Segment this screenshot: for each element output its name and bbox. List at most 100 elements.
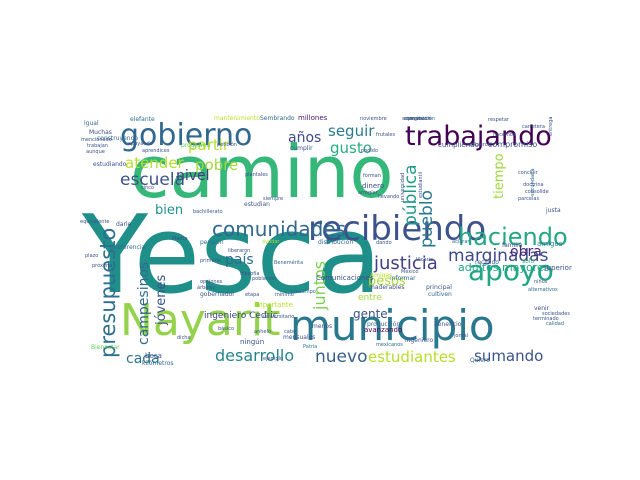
cloud-word: programa — [181, 142, 211, 149]
cloud-word: hacemos — [493, 132, 516, 138]
cloud-word: universitario — [263, 314, 294, 320]
cloud-word: beneficio — [434, 321, 462, 328]
cloud-word: avanzando — [364, 326, 402, 334]
cloud-word: siempre — [263, 196, 283, 202]
cloud-word: aclarar — [452, 239, 470, 245]
cloud-word: gente — [353, 307, 388, 321]
cloud-word: liberaron — [228, 248, 250, 254]
cloud-word: ningún — [240, 338, 264, 346]
cloud-word: mensuales — [283, 334, 315, 341]
cloud-word: mexicanos — [376, 342, 403, 348]
cloud-word: inicial — [326, 235, 341, 241]
cloud-word: plantales — [245, 172, 268, 178]
cloud-word: informar — [390, 275, 416, 282]
cloud-word: menos — [312, 323, 332, 330]
cloud-word: llevando — [378, 194, 399, 200]
cloud-word: Patria — [303, 344, 317, 350]
cloud-word: beca — [145, 352, 162, 360]
cloud-word: concluir — [518, 170, 539, 176]
cloud-word: cumplir — [290, 145, 313, 152]
cloud-word: pensión — [200, 239, 224, 246]
cloud-word: adultos mayores — [458, 261, 550, 274]
cloud-word: recibido — [475, 259, 499, 266]
cloud-word: pobre — [195, 156, 238, 174]
cloud-word: apoyando — [128, 141, 153, 147]
cloud-word: escuela — [120, 170, 185, 190]
cloud-word: estudiando — [93, 161, 127, 168]
cloud-word: árboles — [197, 284, 216, 291]
cloud-word: pública — [401, 164, 421, 226]
cloud-word: podido — [361, 148, 378, 154]
cloud-word: maderables — [369, 284, 404, 291]
cloud-word: amigos — [537, 240, 563, 248]
cloud-word: camino — [130, 130, 394, 214]
cloud-word: recibiendo — [308, 209, 486, 249]
cloud-word: apoyo — [468, 254, 554, 287]
cloud-word: pesos — [368, 274, 406, 289]
cloud-word: cumpliendo — [438, 141, 479, 149]
cloud-word: elefante — [130, 116, 155, 123]
cloud-word: partir — [188, 136, 230, 154]
cloud-word: años — [288, 130, 321, 146]
cloud-word: compromiso — [488, 140, 537, 149]
cloud-word: solo — [522, 258, 534, 265]
cloud-word: comuneros — [404, 116, 432, 122]
cloud-word: millones — [298, 114, 328, 122]
cloud-word: distribución — [318, 239, 353, 246]
cloud-word: dando — [376, 240, 392, 246]
cloud-word: Yesca — [81, 193, 382, 318]
cloud-word: campesinos — [136, 262, 152, 345]
cloud-word: país — [225, 252, 254, 268]
cloud-word: ingeniero Cedric — [204, 311, 278, 321]
cloud-word: cinco — [141, 185, 154, 191]
cloud-word: mínimo — [275, 291, 294, 298]
cloud-word: recibieron — [466, 142, 491, 148]
cloud-word: sociedades — [542, 311, 570, 317]
cloud-word: doctrina — [523, 182, 544, 188]
cloud-word: alternativos — [528, 287, 558, 293]
cloud-word: producción — [367, 321, 400, 328]
cloud-word: cultiven — [428, 291, 452, 298]
cloud-word: próximo — [92, 262, 112, 269]
cloud-word: calidad — [546, 321, 564, 327]
cloud-word: Vicario — [416, 257, 433, 263]
cloud-word: cabo — [284, 329, 296, 335]
cloud-word: Nayarit — [120, 295, 280, 346]
cloud-word: dicha — [177, 335, 191, 341]
cloud-word: cada — [126, 351, 160, 367]
cloud-word: darle — [116, 221, 132, 228]
cloud-word: trabajando — [405, 121, 552, 152]
cloud-word: parcelas — [518, 196, 539, 202]
cloud-word: petición — [217, 141, 237, 148]
cloud-word: básico — [218, 325, 234, 332]
cloud-word: Amigas — [370, 272, 392, 279]
cloud-word: municipio — [290, 301, 495, 350]
cloud-word: carretera — [522, 124, 545, 130]
cloud-word: noviembre — [360, 116, 387, 122]
cloud-word: niños — [534, 279, 548, 285]
cloud-word: estudiantes — [368, 348, 456, 366]
cloud-word: preferencia — [111, 244, 145, 251]
cloud-word: justa — [545, 207, 561, 214]
cloud-word: forman — [363, 173, 381, 179]
cloud-word: mencionado — [81, 137, 112, 143]
cloud-word: estudian — [244, 201, 270, 208]
cloud-word: entre — [358, 293, 382, 303]
cloud-word: seguir — [328, 122, 375, 140]
cloud-word: principal — [426, 284, 452, 291]
cloud-word: Madre — [172, 236, 188, 242]
cloud-word: supervisión — [402, 115, 431, 122]
cloud-word: etapa — [245, 292, 259, 298]
cloud-word: sumando — [474, 347, 543, 365]
cloud-word: Muchas — [89, 129, 112, 136]
cloud-word: respetar — [488, 117, 510, 123]
cloud-word: gusto — [330, 139, 372, 157]
cloud-word: presupuesto — [96, 228, 120, 358]
cloud-word: frutales — [376, 132, 395, 138]
cloud-word: nivel — [176, 168, 210, 184]
cloud-word: Bienestar — [91, 344, 120, 351]
cloud-word: kilómetros — [142, 360, 174, 367]
cloud-word: igual — [84, 120, 99, 127]
cloud-word: obra — [510, 244, 542, 260]
